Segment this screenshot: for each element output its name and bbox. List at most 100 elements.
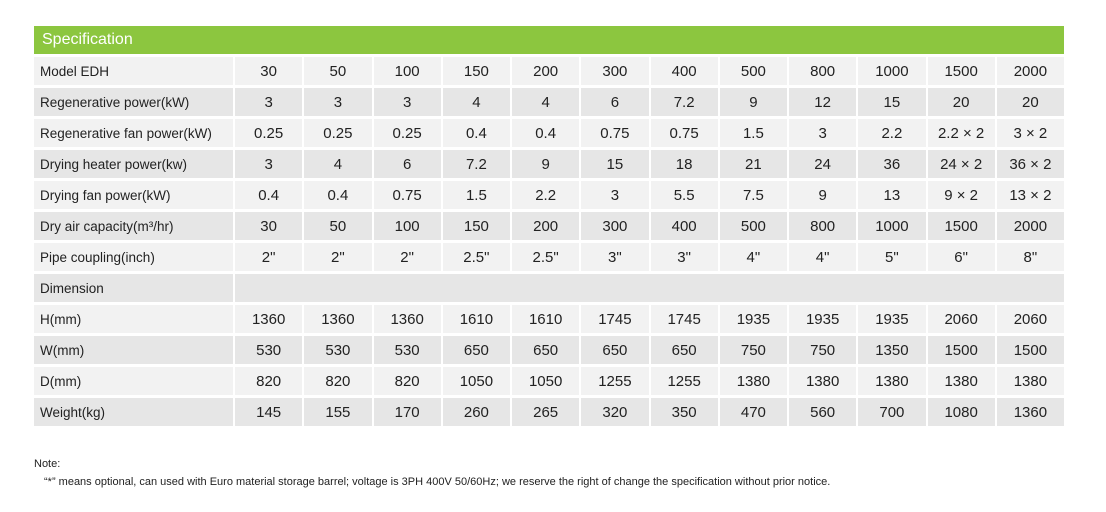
table-cell: 2" <box>235 243 303 271</box>
table-cell: 3 <box>235 88 303 116</box>
table-cell: 15 <box>581 150 649 178</box>
table-cell: 750 <box>719 336 787 364</box>
table-cell: 3 <box>235 150 303 178</box>
table-cell: 3 <box>581 181 649 209</box>
table-cell: 1360 <box>235 305 303 333</box>
table-cell: 2.2 × 2 <box>927 119 995 147</box>
table-cell: 1380 <box>858 367 926 395</box>
table-cell: 20 <box>927 88 995 116</box>
table-cell: 2000 <box>996 212 1064 240</box>
table-cell: 145 <box>235 398 303 426</box>
table-cell: 21 <box>719 150 787 178</box>
table-cell: 9 <box>512 150 580 178</box>
table-cell: 13 × 2 <box>996 181 1064 209</box>
table-cell: 13 <box>858 181 926 209</box>
row-label: Dry air capacity(m³/hr) <box>34 212 233 240</box>
table-row: Drying fan power(kW) 0.4 0.4 0.75 1.5 2.2 3 5.5… <box>34 181 1064 209</box>
table-cell: 0.25 <box>304 119 372 147</box>
row-label: Regenerative fan power(kW) <box>34 119 233 147</box>
specification-table: Specification Model EDH 30 50 100 150 200 300 4… <box>34 26 1064 429</box>
table-cell: 7.2 <box>442 150 510 178</box>
table-cell: 100 <box>373 57 441 85</box>
table-row: Dry air capacity(m³/hr) 30 50 100 150 200 300 4… <box>34 212 1064 240</box>
table-cell: 3 <box>373 88 441 116</box>
table-cell: 9 × 2 <box>927 181 995 209</box>
notes: Note: “*” means optional, can used with … <box>34 458 830 488</box>
table-row: Dimension <box>34 274 1064 302</box>
table-cell: 0.4 <box>235 181 303 209</box>
row-label: Drying heater power(kw) <box>34 150 233 178</box>
section-row-fill <box>235 274 1064 302</box>
table-cell: 100 <box>373 212 441 240</box>
table-cell: 1080 <box>927 398 995 426</box>
table-cell: 0.75 <box>581 119 649 147</box>
row-label: Weight(kg) <box>34 398 233 426</box>
table-cell: 0.25 <box>235 119 303 147</box>
row-label: Regenerative power(kW) <box>34 88 233 116</box>
table-cell: 4 <box>512 88 580 116</box>
table-cell: 1350 <box>858 336 926 364</box>
table-cell: 1255 <box>650 367 718 395</box>
table-cell: 1050 <box>442 367 510 395</box>
row-label: W(mm) <box>34 336 233 364</box>
table-cell: 300 <box>581 212 649 240</box>
table-cell: 150 <box>442 212 510 240</box>
table-cell: 1360 <box>304 305 372 333</box>
table-cell: 30 <box>235 212 303 240</box>
table-cell: 6 <box>373 150 441 178</box>
table-cell: 4 <box>442 88 510 116</box>
table-cell: 530 <box>304 336 372 364</box>
table-cell: 9 <box>789 181 857 209</box>
table-cell: 4" <box>789 243 857 271</box>
table-cell: 260 <box>442 398 510 426</box>
table-cell: 155 <box>304 398 372 426</box>
table-cell: 4" <box>719 243 787 271</box>
table-cell: 500 <box>719 57 787 85</box>
table-cell: 1745 <box>581 305 649 333</box>
table-cell: 36 <box>858 150 926 178</box>
table-cell: 820 <box>235 367 303 395</box>
table-cell: 6" <box>927 243 995 271</box>
table-cell: 3 <box>789 119 857 147</box>
table-cell: 200 <box>512 57 580 85</box>
table-cell: 0.25 <box>373 119 441 147</box>
table-cell: 1000 <box>858 212 926 240</box>
table-cell: 1745 <box>650 305 718 333</box>
table-cell: 0.75 <box>650 119 718 147</box>
table-cell: 2.2 <box>858 119 926 147</box>
note-text: “*” means optional, can used with Euro m… <box>44 476 831 488</box>
table-cell: 1.5 <box>442 181 510 209</box>
table-cell: 1935 <box>789 305 857 333</box>
table-row: D(mm) 820 820 820 1050 1050 1255 1255 1380 1380 13… <box>34 367 1064 395</box>
table-cell: 20 <box>996 88 1064 116</box>
table-row: Regenerative power(kW) 3 3 3 4 4 6 7.2 9 12 15 20 20 <box>34 88 1064 116</box>
table-cell: 12 <box>789 88 857 116</box>
table-cell: 1000 <box>858 57 926 85</box>
table-cell: 1360 <box>996 398 1064 426</box>
table-cell: 170 <box>373 398 441 426</box>
table-cell: 350 <box>650 398 718 426</box>
table-cell: 2000 <box>996 57 1064 85</box>
row-label: Drying fan power(kW) <box>34 181 233 209</box>
table-cell: 1380 <box>996 367 1064 395</box>
table-row: Pipe coupling(inch) 2" 2" 2" 2.5" 2.5" 3" 3" 4" 4… <box>34 243 1064 271</box>
table-cell: 36 × 2 <box>996 150 1064 178</box>
table-cell: 470 <box>719 398 787 426</box>
table-cell: 1360 <box>373 305 441 333</box>
table-cell: 3 <box>304 88 372 116</box>
table-cell: 8" <box>996 243 1064 271</box>
table-cell: 24 × 2 <box>927 150 995 178</box>
table-cell: 1.5 <box>719 119 787 147</box>
table-cell: 2.5" <box>512 243 580 271</box>
table-cell: 800 <box>789 57 857 85</box>
table-cell: 30 <box>235 57 303 85</box>
table-cell: 530 <box>373 336 441 364</box>
table-cell: 650 <box>650 336 718 364</box>
table-cell: 500 <box>719 212 787 240</box>
table-cell: 1610 <box>442 305 510 333</box>
table-cell: 50 <box>304 57 372 85</box>
table-cell: 1610 <box>512 305 580 333</box>
table-row: Drying heater power(kw) 3 4 6 7.2 9 15 18 21 24 36… <box>34 150 1064 178</box>
table-cell: 0.4 <box>304 181 372 209</box>
table-cell: 2" <box>373 243 441 271</box>
